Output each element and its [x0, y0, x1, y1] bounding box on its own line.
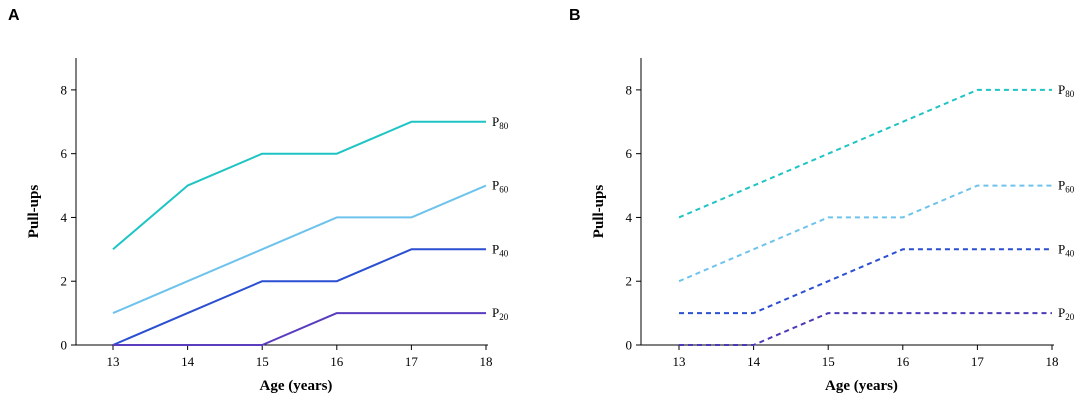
series-line-p60 [678, 184, 1052, 283]
series-label-p40: P40 [492, 241, 509, 258]
y-tick-label: 8 [61, 82, 68, 97]
series-label-p20: P20 [492, 305, 509, 322]
y-tick-label: 0 [626, 338, 633, 353]
series-line-p20 [679, 312, 1052, 346]
y-tick-label: 4 [61, 210, 68, 225]
x-tick-label: 17 [405, 354, 419, 369]
panel-letter: B [569, 7, 581, 24]
x-tick-label: 14 [747, 354, 761, 369]
x-tick-label: 13 [673, 354, 686, 369]
x-tick-label: 16 [896, 354, 910, 369]
y-tick-label: 6 [626, 146, 633, 161]
y-tick-label: 0 [61, 338, 68, 353]
series-label-p60: P60 [1058, 178, 1075, 195]
series-line-p40 [679, 248, 1052, 315]
y-axis-title: Pull-ups [591, 185, 607, 239]
y-tick-label: 4 [626, 210, 633, 225]
x-axis-title: Age (years) [825, 378, 898, 394]
x-tick-label: 13 [107, 354, 120, 369]
x-tick-label: 16 [330, 354, 344, 369]
series-line-p80 [112, 120, 486, 251]
y-tick-label: 2 [61, 274, 68, 289]
chart-panel-b: B 0 2 4 6 8 13 14 15 16 17 18 Age (years) Pull-ups P80… [569, 7, 1075, 394]
y-axis-title: Pull-ups [26, 185, 42, 239]
x-tick-label: 17 [971, 354, 985, 369]
series-line-p80 [678, 88, 1052, 219]
series-label-p80: P80 [492, 114, 509, 131]
series-label-p80: P80 [1058, 82, 1075, 99]
x-tick-label: 18 [1046, 354, 1059, 369]
series-label-p60: P60 [492, 178, 509, 195]
x-tick-label: 14 [181, 354, 195, 369]
series-label-p40: P40 [1058, 241, 1075, 258]
panel-letter: A [8, 7, 20, 24]
series-line-p60 [112, 184, 487, 315]
series-line-p20 [113, 312, 486, 346]
y-tick-label: 6 [61, 146, 68, 161]
x-tick-label: 15 [822, 354, 835, 369]
y-tick-label: 2 [626, 274, 633, 289]
x-axis-title: Age (years) [260, 378, 333, 394]
chart-panel-a: A 0 2 4 6 8 13 14 15 16 17 18 Age (years) Pull-ups P80… [8, 7, 509, 394]
series-line-p40 [112, 248, 486, 346]
x-tick-label: 18 [480, 354, 493, 369]
y-tick-label: 8 [626, 82, 633, 97]
series-label-p20: P20 [1058, 305, 1075, 322]
x-tick-label: 15 [256, 354, 269, 369]
